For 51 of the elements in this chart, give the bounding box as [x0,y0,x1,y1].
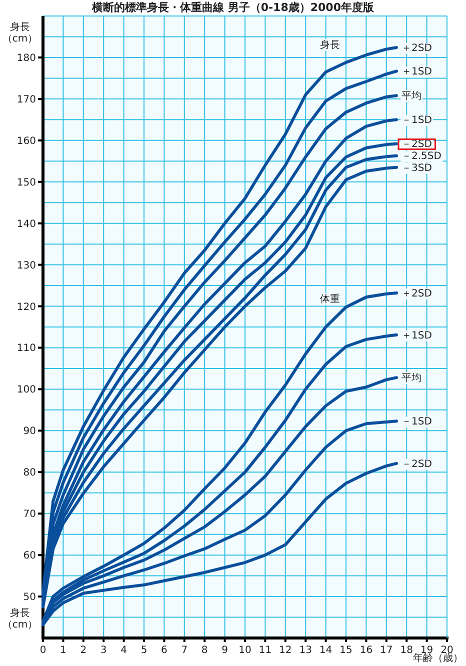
x-tick-label: 7 [181,645,188,656]
y-tick-label: 110 [16,343,36,354]
y-tick-label: 90 [23,426,36,438]
y-tick-label: 80 [23,468,36,479]
x-tick-label: 9 [222,645,228,656]
series-label: ＋2SD [402,43,432,54]
x-tick-label: 4 [120,645,127,656]
series-label: －2.5SD [402,151,442,162]
y-axis-title: 身長（cm） [2,21,38,44]
x-tick-label: 18 [400,645,413,656]
x-tick-label: 6 [161,645,168,656]
x-tick-label: 0 [40,645,46,656]
y-tick-label: 180 [16,52,36,64]
x-tick-label: 5 [140,645,148,656]
y-tick-label: 160 [16,136,36,147]
y-tick-label: 150 [16,177,36,188]
y-tick-label: 140 [16,218,36,230]
series-label: －3SD [402,162,432,174]
x-tick-label: 15 [340,645,352,656]
x-tick-label: 13 [299,645,312,656]
x-tick-label: 1 [60,645,66,656]
y-tick-label: 70 [23,509,36,520]
chart-title: 横断的標準身長・体重曲線 男子（0-18歳）2000年度版 [91,1,375,14]
x-tick-label: 10 [238,645,252,656]
y-tick-label: 130 [16,260,36,272]
x-tick-label: 11 [258,645,272,656]
x-tick-label: 14 [319,645,332,656]
y-tick-label: 120 [16,302,36,313]
series-label: 平均 [402,372,422,384]
series-label: 平均 [402,90,422,102]
series-label: ＋1SD [402,330,432,342]
series-label: －1SD [402,416,432,428]
annotation: 身長 [320,39,340,51]
x-tick-label: 2 [80,645,87,656]
series-label: ＋1SD [402,66,432,78]
x-axis-title: 年齢（歳） [413,652,463,664]
x-tick-label: 3 [100,645,107,656]
series-label: －1SD [402,115,432,126]
y-tick-label: 170 [16,94,36,106]
x-tick-label: 16 [360,645,373,656]
y-tick-label: 50 [23,592,36,604]
x-tick-label: 12 [279,645,292,656]
series-label: ＋2SD [402,288,432,300]
y-tick-label: 60 [23,550,36,562]
x-tick-label: 17 [380,645,393,656]
text: 身長（cm） [2,607,38,630]
series-label: －2SD [402,458,432,470]
x-tick-label: 8 [201,645,208,656]
annotation: 体重 [320,293,340,305]
y-tick-label: 100 [16,384,36,396]
series-label: －2SD [402,139,432,150]
